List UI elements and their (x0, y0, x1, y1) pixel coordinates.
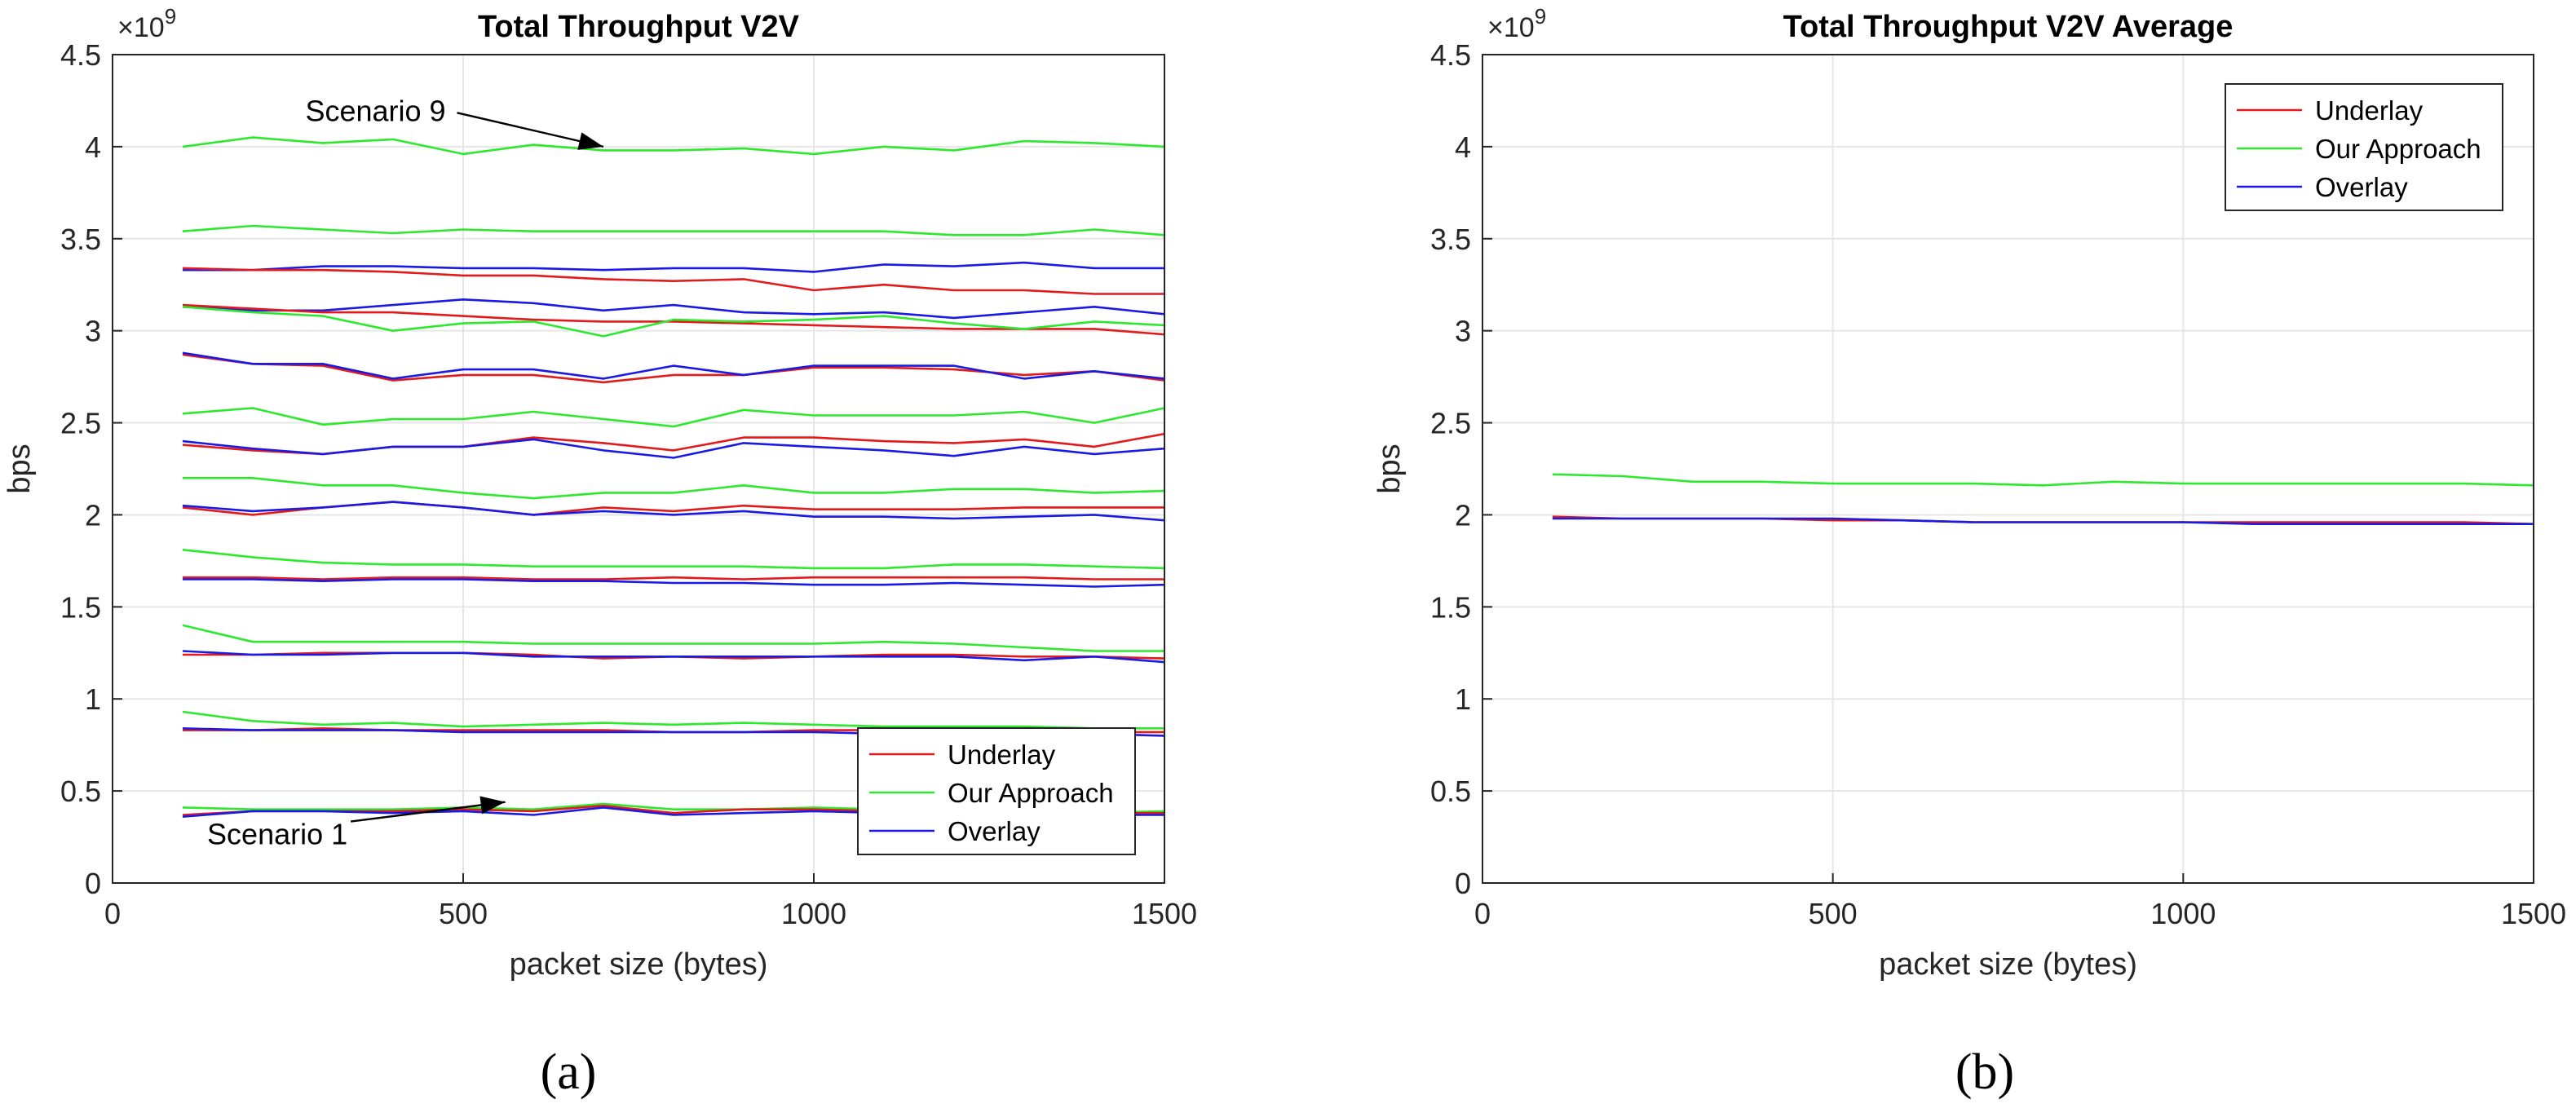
series-line-our-approach (182, 549, 1165, 570)
y-axis-label: bps (2, 444, 37, 493)
annotation-arrow-line (350, 801, 506, 823)
y-tick-label: 4 (85, 130, 101, 164)
series-line-underlay (182, 353, 1165, 384)
legend-box (2225, 83, 2503, 211)
legend-label-overlay: Overlay (948, 816, 1041, 846)
annotation-arrow-head (479, 796, 506, 815)
annotation-arrow-head (577, 132, 603, 150)
chart-title: Total Throughput V2V (478, 10, 800, 44)
x-tick-label: 500 (439, 897, 488, 930)
series-line-overlay (1552, 517, 2534, 526)
series-line-overlay (182, 501, 1165, 522)
chart-title: Total Throughput V2V Average (1783, 10, 2234, 44)
y-axis-label: bps (1372, 444, 1407, 493)
series-line-underlay (182, 303, 1165, 336)
series-line-our-approach (182, 306, 1165, 338)
y-tick-label: 0 (1455, 867, 1471, 900)
y-tick-label: 0 (85, 867, 101, 900)
series-line-our-approach (183, 476, 1165, 500)
y-tick-label: 1 (85, 682, 101, 716)
chart-total-throughput-v2v-average: 0 500 1000 1500 0 0.5 1 1.5 2 2.5 3 3.5 4 4.5 ×109 Tota… (1372, 4, 2566, 982)
series-line-overlay (182, 438, 1165, 459)
y-tick-label: 4.5 (60, 38, 101, 72)
panel-label-b: (b) (1955, 1044, 2014, 1100)
x-tick-label: 0 (1474, 897, 1491, 930)
y-tick-label: 3.5 (1430, 223, 1471, 256)
y-axis-exponent-label: ×109 (117, 4, 176, 43)
legend: Underlay Our Approach Overlay (857, 727, 1136, 855)
series-line-our-approach (182, 407, 1165, 428)
exponent-power: 9 (1535, 4, 1546, 29)
y-tick-label: 3 (1455, 315, 1471, 348)
y-tick-label: 3.5 (60, 223, 101, 256)
annotation-label: Scenario 1 (207, 818, 347, 851)
legend-label-overlay: Overlay (2315, 172, 2408, 202)
legend-label-our-approach: Our Approach (948, 778, 1114, 808)
axes-box (112, 54, 1165, 884)
y-tick-label: 1.5 (1430, 590, 1471, 624)
series-line-overlay (183, 578, 1165, 588)
y-tick-label: 2 (85, 498, 101, 532)
chart-total-throughput-v2v: 0 500 1000 1500 0 0.5 1 1.5 2 2.5 3 3.5 4 4.5 ×109 Tota… (2, 4, 1197, 982)
series-line-our-approach (182, 624, 1164, 652)
x-axis-label: packet size (bytes) (1879, 947, 2137, 982)
x-tick-label: 1500 (2501, 897, 2566, 930)
x-tick-label: 1000 (781, 897, 846, 930)
series-line-our-approach (182, 224, 1165, 236)
y-tick-label: 2 (1455, 498, 1471, 532)
exponent-power: 9 (165, 4, 176, 29)
y-tick-label: 1.5 (60, 590, 101, 624)
series-line-overlay (182, 650, 1165, 664)
legend: Underlay Our Approach Overlay (2225, 83, 2503, 211)
series-line-our-approach (1552, 473, 2534, 487)
x-tick-label: 1000 (2150, 897, 2216, 930)
legend-label-our-approach: Our Approach (2315, 134, 2481, 164)
series-line-overlay (182, 351, 1165, 380)
series-line-overlay (182, 298, 1165, 320)
legend-label-underlay: Underlay (2315, 95, 2424, 126)
x-axis-label: packet size (bytes) (510, 947, 768, 982)
series-line-underlay (183, 576, 1164, 581)
y-tick-label: 4.5 (1430, 38, 1471, 72)
exponent-base: ×10 (117, 12, 165, 43)
annotation-label: Scenario 9 (305, 94, 445, 127)
y-tick-label: 0.5 (60, 775, 101, 808)
y-tick-label: 0.5 (1430, 775, 1471, 808)
x-tick-label: 1500 (1132, 897, 1197, 930)
legend-box (857, 727, 1136, 855)
axes-box (1482, 54, 2534, 884)
y-tick-label: 4 (1455, 130, 1471, 164)
legend-label-underlay: Underlay (948, 740, 1056, 770)
y-tick-label: 1 (1455, 682, 1471, 716)
exponent-base: ×10 (1487, 12, 1535, 43)
panel-label-a: (a) (541, 1044, 597, 1100)
x-tick-label: 500 (1809, 897, 1858, 930)
series-line-our-approach (182, 136, 1165, 156)
y-tick-label: 3 (85, 315, 101, 348)
x-tick-label: 0 (104, 897, 121, 930)
y-axis-exponent-label: ×109 (1487, 4, 1546, 43)
series-line-underlay (182, 267, 1164, 295)
series-line-our-approach (182, 710, 1164, 730)
series-line-overlay (183, 261, 1164, 273)
annotation-arrow-line (457, 112, 604, 148)
y-tick-label: 2.5 (1430, 407, 1471, 440)
y-tick-label: 2.5 (60, 407, 101, 440)
